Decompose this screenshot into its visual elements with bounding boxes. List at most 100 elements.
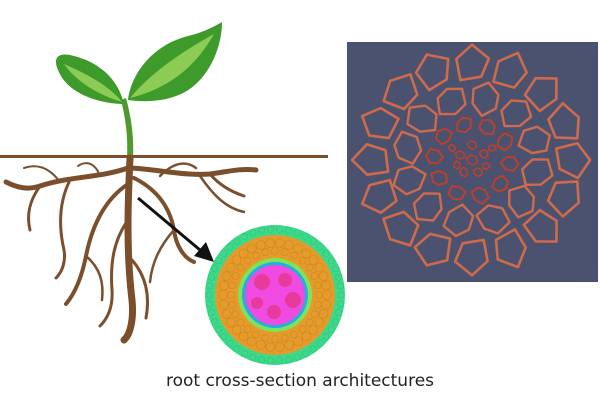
cell-wall [434,127,453,146]
cell-wall [393,130,423,165]
right-leaf-highlight [130,34,214,98]
cell-outline [293,336,304,347]
cell-outline [233,237,241,245]
cell-outline [318,308,329,319]
cell-wall [478,148,490,160]
ground-line [0,155,328,158]
cell-outline [310,272,319,280]
cell-wall [478,119,496,136]
cell-outline [284,226,292,234]
cell-outline [314,317,325,328]
cell-outline [252,330,260,339]
cell-outline [226,339,234,347]
cell-outline [233,345,241,353]
root-branch [98,218,130,328]
cell-outline [301,350,309,358]
cell-outline [322,333,330,341]
cell-outline [309,237,317,245]
cell-wall [499,156,520,172]
cell-outline [238,248,249,259]
cell-outline [298,325,307,334]
cell-outline [255,240,266,250]
cell-outline [335,309,343,317]
root-branch [23,165,61,183]
xylem-vessel [285,292,301,308]
cell-outline [228,281,236,290]
cell-wall [453,160,461,170]
cell-wall [414,53,450,92]
cell-wall [547,102,581,140]
cell-outline [261,248,270,256]
cell-wall [382,210,420,247]
cell-outline [274,341,285,352]
cell-outline [290,330,298,339]
cell-outline [231,272,240,280]
cell-outline [336,300,344,308]
cell-wall [456,117,472,134]
cell-outline [243,256,252,265]
cell-outline [220,249,228,257]
cell-outline [243,325,252,334]
cell-wall [496,132,514,152]
cell-outline [305,318,314,327]
cell-outline [314,262,325,273]
cell-outline [274,238,285,248]
cell-outline [321,280,331,291]
pointer-arrow-shaft [137,196,201,252]
xylem-vessel [267,305,281,319]
xylem-vessel [254,274,270,290]
cell-outline [226,262,236,273]
root-branch [77,162,101,177]
cell-outline [331,317,339,325]
cell-outline [249,229,257,237]
cell-outline [308,325,319,335]
cell-outline [310,310,319,318]
cell-outline [255,340,266,350]
cell-wall [466,140,478,151]
cell-outline [327,257,335,265]
cell-outline [316,339,324,347]
cell-outline [275,225,283,233]
cell-wall [475,204,511,235]
cell-wall [447,143,457,153]
cell-outline [238,331,249,342]
cell-outline [280,248,289,256]
cell-outline [218,290,228,300]
cell-outline [293,229,301,237]
cell-wall [406,104,438,133]
cell-outline [275,357,283,365]
cell-outline [298,256,307,265]
cell-outline [249,353,257,361]
cell-outline [337,291,345,299]
cell-outline [316,243,324,251]
cell-outline [226,243,234,251]
cell-wall [470,186,490,205]
cell-wall [453,238,489,277]
cell-outline [247,243,257,254]
root-branch [148,228,176,284]
plant-stem [121,98,134,158]
cell-outline [261,334,270,342]
cell-outline [220,333,228,341]
cell-wall [447,185,467,201]
cell-outline [271,335,279,343]
xylem-vessel [278,273,292,287]
cell-outline [258,226,266,234]
cell-wall [517,125,551,155]
cell-outline [252,251,260,260]
cell-outline [327,325,335,333]
cell-outline [315,291,323,299]
cell-outline [280,334,289,342]
taproot [120,154,136,344]
cell-wall [546,180,581,218]
cell-outline [301,232,309,240]
cell-wall [360,178,398,214]
cross-section-diagram [205,225,345,365]
cell-outline [314,281,322,290]
left-leaf-highlight [64,64,122,102]
cell-outline [266,225,274,233]
cell-outline [331,265,339,273]
xylem-vessel [251,297,263,309]
cell-outline [284,240,295,250]
